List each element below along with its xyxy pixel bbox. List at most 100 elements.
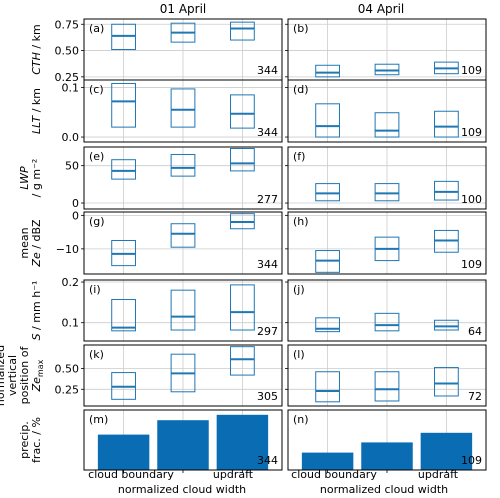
- box: [230, 94, 255, 129]
- axes-frame: [287, 211, 487, 275]
- y-tick-label: 0.50: [55, 45, 80, 58]
- axes-frame: [83, 211, 283, 275]
- y-axis-label: LLT / km: [30, 88, 43, 134]
- y-axis-label: frac. / %: [30, 417, 43, 463]
- panel-label: (f): [293, 150, 305, 163]
- panel-label: (i): [89, 283, 101, 296]
- sample-count: 344: [257, 64, 278, 77]
- y-tick-label: 0.2: [62, 276, 80, 289]
- sample-count: 72: [468, 390, 482, 403]
- y-axis-label: mean: [18, 227, 31, 258]
- y-tick-label: 0.1: [62, 81, 80, 94]
- box: [374, 112, 400, 138]
- panel-f: (f) 100: [285, 146, 487, 210]
- sample-count: 305: [257, 390, 278, 403]
- y-tick-label: 0.25: [55, 383, 80, 396]
- panel-label: (j): [293, 283, 305, 296]
- y-axis-label: normalized: [0, 345, 7, 406]
- x-tick-right-updraft: updraft: [418, 468, 459, 481]
- y-axis-label: position of: [18, 346, 31, 405]
- bar: [361, 442, 413, 470]
- bar: [420, 432, 473, 470]
- panel-label: (d): [293, 83, 309, 96]
- sample-count: 109: [461, 258, 482, 271]
- axes-frame: [287, 344, 487, 407]
- y-axis-label: precip.: [18, 421, 31, 459]
- sample-count: 109: [461, 126, 482, 139]
- x-tick-right-boundary: cloud boundary: [291, 468, 377, 481]
- sample-count: 344: [257, 126, 278, 139]
- panel-label: (h): [293, 215, 309, 228]
- axes-frame: [83, 146, 283, 210]
- y-tick-label: 0.25: [55, 71, 80, 84]
- panel-l: (l) 72: [285, 344, 487, 407]
- x-tick-left-boundary: cloud boundary: [88, 468, 174, 481]
- panel-a: 0.25 0.50 0.75 (a) 344 CTH / km: [30, 18, 283, 84]
- panel-label: (b): [293, 22, 309, 35]
- axes-frame: [83, 279, 283, 342]
- x-label-right: normalized cloud width: [320, 483, 448, 496]
- box: [434, 367, 459, 397]
- panel-h: (h) 109: [285, 211, 487, 275]
- box: [434, 319, 459, 331]
- box: [434, 110, 459, 138]
- box: [374, 371, 400, 402]
- box: [170, 223, 196, 248]
- axes-frame: [287, 79, 487, 143]
- sample-count: 344: [257, 454, 278, 467]
- sample-count: 100: [461, 193, 482, 206]
- y-tick-label: 0: [72, 209, 79, 222]
- y-axis-label: Zemax: [30, 359, 45, 392]
- box: [230, 284, 255, 331]
- box: [374, 63, 400, 76]
- panel-label: (g): [89, 215, 105, 228]
- y-tick-label: 0.75: [55, 18, 80, 31]
- panel-m: (m) 344 precip. frac. / %: [18, 409, 283, 473]
- y-tick-label: 0.0: [62, 131, 80, 144]
- bar: [216, 414, 269, 470]
- axes-frame: [287, 279, 487, 342]
- box: [434, 180, 459, 201]
- box: [374, 183, 400, 202]
- y-tick-label: 0.50: [55, 362, 80, 375]
- box: [170, 88, 196, 128]
- panel-k: 0.25 0.50 (k) 305 normalized vertical position…: [0, 344, 283, 407]
- box: [315, 64, 340, 78]
- column-title-right: 04 April: [358, 2, 405, 16]
- y-axis-label: LWP: [18, 166, 31, 190]
- box: [230, 147, 255, 172]
- y-tick-label: 0.1: [62, 317, 80, 330]
- panel-j: (j) 64: [285, 279, 487, 342]
- y-axis-label: CTH / km: [30, 24, 43, 74]
- y-axis-label: S / mm h⁻¹: [30, 281, 43, 341]
- axes-frame: [287, 146, 487, 210]
- x-label-left: normalized cloud width: [118, 483, 246, 496]
- sample-count: 277: [257, 193, 278, 206]
- axes-frame: [83, 79, 283, 143]
- panel-label: (m): [89, 413, 108, 426]
- panel-label: (l): [293, 348, 305, 361]
- panel-c: 0.0 0.1 (c) 344 LLT / km: [30, 79, 283, 144]
- box: [111, 23, 136, 50]
- box: [315, 371, 340, 403]
- box: [170, 153, 196, 177]
- panel-label: (a): [89, 22, 104, 35]
- sample-count: 109: [461, 454, 482, 467]
- sample-count: 109: [461, 64, 482, 77]
- box: [111, 159, 136, 180]
- panel-n: (n) 109: [287, 409, 487, 473]
- y-axis-label: Ze / dBZ: [30, 219, 43, 268]
- y-tick-label: 50: [65, 160, 79, 173]
- box: [230, 21, 255, 41]
- panels: 0.25 0.50 0.75 (a) 344 CTH / km (b) 109 0.0 0.1 (c…: [0, 18, 487, 473]
- y-axis-label: / g m⁻²: [30, 159, 43, 198]
- box: [230, 346, 255, 376]
- panel-label: (k): [89, 348, 104, 361]
- box: [170, 289, 196, 331]
- panel-e: 0 50 (e) 277 LWP/ g m⁻²: [18, 146, 283, 210]
- sample-count: 64: [468, 325, 482, 338]
- box: [111, 299, 136, 332]
- bar: [301, 452, 354, 470]
